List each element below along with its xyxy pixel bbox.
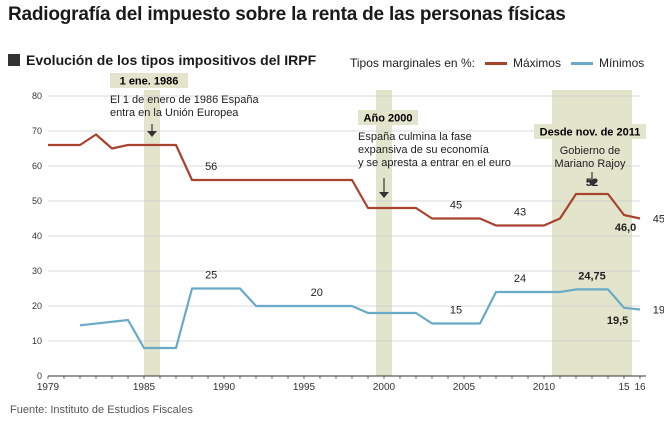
- data-label: 24,75: [578, 270, 606, 282]
- annotation-title-box: [534, 124, 646, 139]
- data-label: 45: [450, 200, 462, 212]
- annotation-text: Gobierno de: [560, 145, 621, 157]
- annotation-arrowhead-icon: [147, 131, 157, 137]
- legend-max-swatch: [484, 61, 507, 65]
- subtitle-text: Evolución de los tipos impositivos del I…: [26, 52, 317, 68]
- source-note: Fuente: Instituto de Estudios Fiscales: [10, 404, 193, 416]
- annotation-text: y se apresta a entrar en el euro: [358, 157, 511, 169]
- legend: Tipos marginales en %: Máximos Mínimos: [350, 56, 644, 70]
- x-tick-label: 2005: [453, 382, 476, 393]
- y-tick-label: 40: [32, 231, 42, 241]
- data-label: 20: [311, 287, 323, 299]
- annotation-title: Desde nov. de 2011: [540, 127, 641, 139]
- annotation-text: Mariano Rajoy: [555, 158, 626, 170]
- annotation-title-box: [358, 110, 418, 125]
- data-label: 19,5: [607, 315, 628, 327]
- highlight-band-1: [376, 90, 392, 376]
- legend-min-label: Mínimos: [598, 56, 645, 70]
- chart-subtitle: Evolución de los tipos impositivos del I…: [8, 52, 316, 68]
- y-tick-label: 80: [32, 91, 42, 101]
- annotation-title-box: [110, 73, 188, 88]
- data-label: 45: [653, 214, 664, 226]
- highlight-band-0: [144, 90, 160, 376]
- y-tick-label: 0: [37, 371, 42, 381]
- y-tick-label: 70: [32, 126, 42, 136]
- x-tick-label: 1990: [213, 382, 236, 393]
- annotation-arrowhead-icon: [587, 180, 597, 186]
- data-label: 19: [653, 305, 664, 317]
- annotation-text: El 1 de enero de 1986 España: [110, 94, 260, 106]
- annotation-text: España culmina la fase: [358, 131, 472, 143]
- x-tick-label: 1985: [133, 382, 156, 393]
- series-line-minimos: [79, 287, 641, 350]
- data-label: 56: [205, 161, 217, 173]
- y-tick-label: 60: [32, 161, 42, 171]
- annotation-text: expansiva de su economía: [358, 144, 490, 156]
- x-tick-label: 2000: [373, 382, 396, 393]
- x-tick-label: 15: [618, 382, 630, 393]
- data-label: 15: [450, 305, 462, 317]
- x-tick-label: 16: [634, 382, 646, 393]
- data-label: 24: [514, 273, 526, 285]
- y-tick-label: 20: [32, 301, 42, 311]
- y-tick-label: 10: [32, 336, 42, 346]
- data-label: 43: [514, 207, 526, 219]
- series-line-maximos: [48, 133, 641, 227]
- data-label: 46,0: [615, 222, 636, 234]
- annotation-text: entra en la Unión Europea: [110, 107, 239, 119]
- annotation-title: Año 2000: [364, 113, 413, 125]
- legend-label: Tipos marginales en %:: [350, 56, 475, 70]
- legend-max-label: Máximos: [512, 56, 561, 70]
- y-tick-label: 50: [32, 196, 42, 206]
- square-bullet-icon: [8, 54, 20, 66]
- x-tick-label: 2010: [533, 382, 556, 393]
- legend-min-swatch: [570, 61, 593, 65]
- x-tick-label: 1979: [37, 382, 60, 393]
- y-tick-label: 30: [32, 266, 42, 276]
- annotation-arrowhead-icon: [379, 192, 389, 198]
- annotation-title: 1 ene. 1986: [120, 76, 179, 88]
- chart-title: Radiografía del impuesto sobre la renta …: [8, 4, 566, 25]
- data-label: 25: [205, 270, 217, 282]
- x-tick-label: 1995: [293, 382, 316, 393]
